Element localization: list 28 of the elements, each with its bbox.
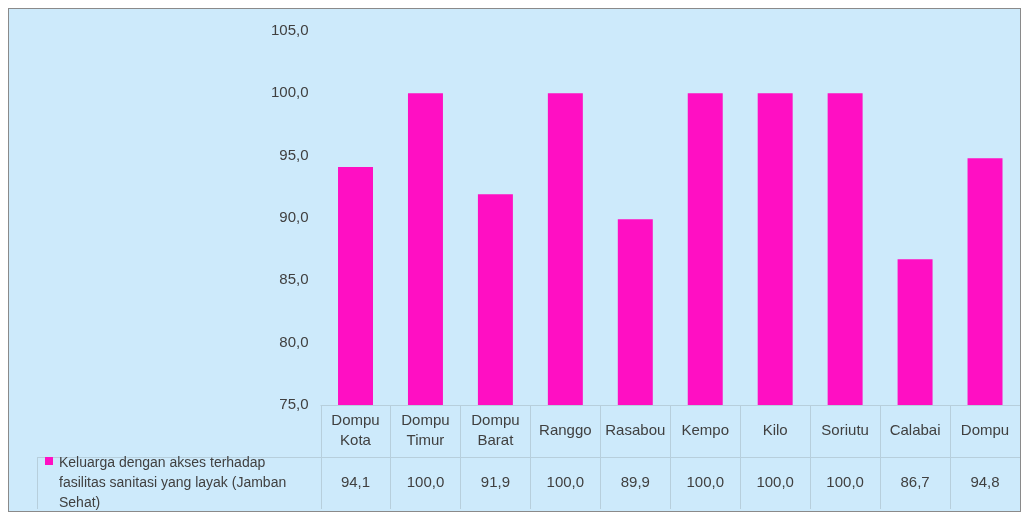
y-tick-label: 85,0 bbox=[279, 270, 309, 288]
data-label: 100,0 bbox=[406, 473, 445, 491]
x-tick-label: Ranggo bbox=[539, 421, 592, 439]
data-label: 94,8 bbox=[970, 473, 1000, 491]
data-label: 100,0 bbox=[826, 473, 864, 491]
data-label: 100,0 bbox=[686, 473, 725, 491]
y-tick-label: 80,0 bbox=[279, 332, 309, 350]
x-tick-label: Kempo bbox=[681, 421, 730, 439]
x-tick-label: Dompu bbox=[960, 421, 1010, 439]
data-label: 89,9 bbox=[620, 473, 650, 491]
data-label: 91,9 bbox=[480, 473, 510, 491]
data-label: 100,0 bbox=[756, 473, 794, 491]
x-tick-label: Kilo bbox=[762, 421, 788, 439]
x-tick-label: Rasabou bbox=[605, 421, 666, 439]
data-label: 94,1 bbox=[340, 473, 371, 491]
x-tick-label: Dompu Timur bbox=[401, 411, 450, 449]
legend-label: Keluarga dengan akses terhadap fasilitas sanitasi yang layak (Jamban Sehat) bbox=[59, 453, 287, 510]
y-tick-label: 75,0 bbox=[279, 395, 309, 413]
x-tick-label: Dompu Barat bbox=[471, 411, 520, 449]
data-label: 100,0 bbox=[546, 473, 585, 491]
y-tick-label: 95,0 bbox=[279, 145, 309, 163]
y-tick-label: 100,0 bbox=[270, 83, 309, 101]
y-tick-label: 90,0 bbox=[279, 208, 309, 226]
y-tick-label: 105,0 bbox=[270, 21, 309, 39]
data-label: 86,7 bbox=[900, 473, 930, 491]
x-tick-label: Calabai bbox=[889, 421, 941, 439]
x-tick-label: Dompu Kota bbox=[331, 411, 380, 449]
x-tick-label: Soriutu bbox=[821, 421, 869, 439]
